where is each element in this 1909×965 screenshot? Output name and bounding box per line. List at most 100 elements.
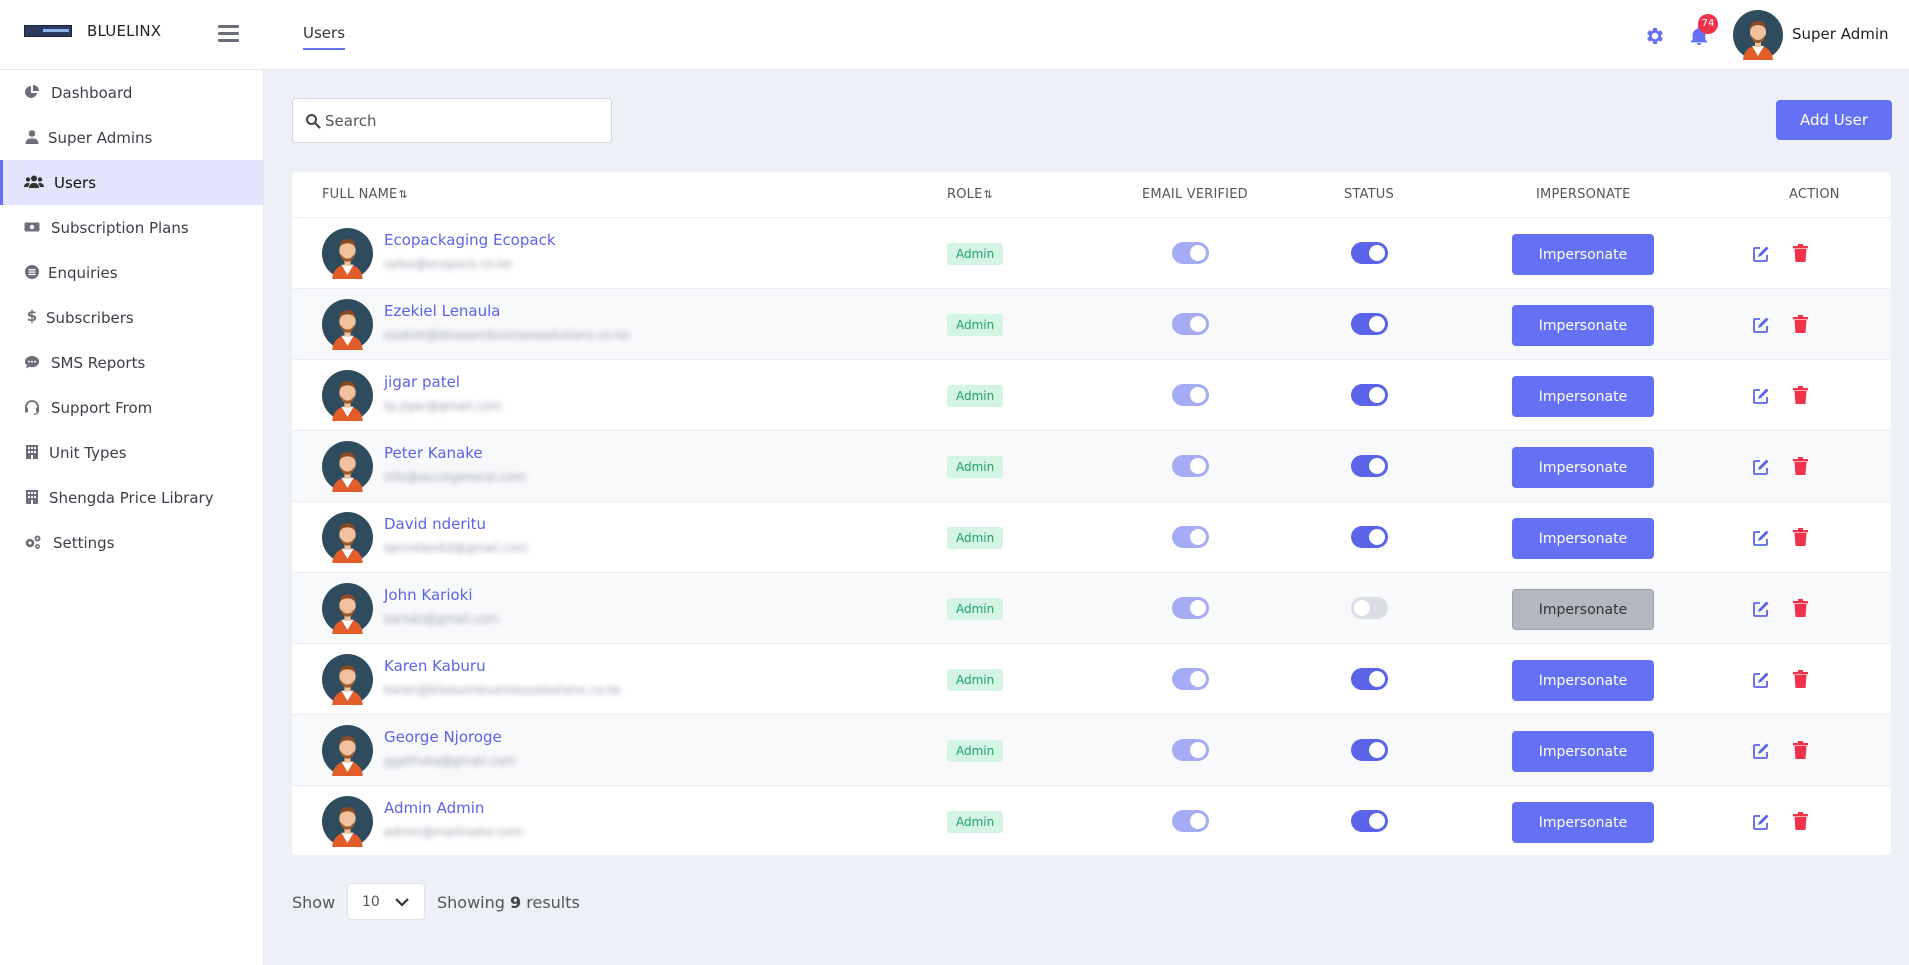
delete-icon[interactable]: [1793, 741, 1808, 759]
impersonate-button[interactable]: Impersonate: [1512, 234, 1654, 275]
status-toggle[interactable]: [1351, 242, 1388, 264]
brand-logo: [24, 25, 72, 37]
edit-icon[interactable]: [1752, 671, 1770, 689]
top-header: BLUELINX Users 74 Super Admin: [0, 0, 1909, 70]
impersonate-button[interactable]: Impersonate: [1512, 376, 1654, 417]
user-email: ggathuka@gmail.com: [384, 754, 516, 768]
edit-icon[interactable]: [1752, 245, 1770, 263]
column-header-role[interactable]: ROLE⇅: [947, 172, 993, 217]
user-email: admin@mailinator.com: [384, 825, 523, 839]
brand[interactable]: BLUELINX: [24, 22, 161, 40]
user-name-link[interactable]: Ecopackaging Ecopack: [384, 231, 556, 249]
brand-name: BLUELINX: [87, 22, 162, 40]
sidebar-item-sms-reports[interactable]: SMS Reports: [0, 340, 264, 385]
header-user-name[interactable]: Super Admin: [1792, 25, 1889, 43]
delete-icon[interactable]: [1793, 315, 1808, 333]
user-name-link[interactable]: George Njoroge: [384, 728, 502, 746]
search-input[interactable]: [325, 99, 605, 142]
hamburger-menu-icon[interactable]: [218, 25, 239, 43]
status-toggle[interactable]: [1351, 313, 1388, 335]
status-toggle[interactable]: [1351, 526, 1388, 548]
notification-badge: 74: [1698, 14, 1718, 34]
status-toggle[interactable]: [1351, 597, 1388, 619]
delete-icon[interactable]: [1793, 599, 1808, 617]
sidebar-item-subscription-plans[interactable]: Subscription Plans: [0, 205, 264, 250]
status-toggle[interactable]: [1351, 668, 1388, 690]
avatar: [322, 583, 373, 634]
sidebar-item-enquiries[interactable]: Enquiries: [0, 250, 264, 295]
sidebar-item-super-admins[interactable]: Super Admins: [0, 115, 264, 160]
email-verified-toggle[interactable]: [1172, 810, 1209, 832]
user-name-link[interactable]: Admin Admin: [384, 799, 485, 817]
email-verified-toggle[interactable]: [1172, 313, 1209, 335]
edit-icon[interactable]: [1752, 813, 1770, 831]
user-name-link[interactable]: jigar patel: [384, 373, 460, 391]
add-user-button[interactable]: Add User: [1776, 100, 1892, 140]
email-verified-toggle[interactable]: [1172, 668, 1209, 690]
headset-icon: [25, 400, 39, 415]
role-badge: Admin: [947, 811, 1004, 833]
edit-icon[interactable]: [1752, 742, 1770, 760]
email-verified-toggle[interactable]: [1172, 384, 1209, 406]
email-verified-toggle[interactable]: [1172, 242, 1209, 264]
column-header-label: FULL NAME: [322, 187, 398, 202]
impersonate-button[interactable]: Impersonate: [1512, 802, 1654, 843]
delete-icon[interactable]: [1793, 670, 1808, 688]
user-name-link[interactable]: Ezekiel Lenaula: [384, 302, 501, 320]
sidebar-item-dashboard[interactable]: Dashboard: [0, 70, 264, 115]
sidebar-item-shengda-price-library[interactable]: Shengda Price Library: [0, 475, 264, 520]
sidebar-item-support-from[interactable]: Support From: [0, 385, 264, 430]
sidebar-item-label: Unit Types: [49, 443, 127, 462]
edit-icon[interactable]: [1752, 458, 1770, 476]
impersonate-button[interactable]: Impersonate: [1512, 589, 1654, 630]
impersonate-button[interactable]: Impersonate: [1512, 731, 1654, 772]
gear-icon[interactable]: [1644, 25, 1666, 47]
email-verified-toggle[interactable]: [1172, 739, 1209, 761]
edit-icon[interactable]: [1752, 387, 1770, 405]
per-page-select[interactable]: 10: [347, 883, 425, 920]
sidebar: Dashboard Super Admins Users Subscriptio…: [0, 70, 264, 965]
email-verified-toggle[interactable]: [1172, 597, 1209, 619]
impersonate-button[interactable]: Impersonate: [1512, 518, 1654, 559]
per-page-value: 10: [362, 894, 380, 910]
user-name-link[interactable]: John Karioki: [384, 586, 473, 604]
avatar: [322, 654, 373, 705]
sort-icon[interactable]: ⇅: [398, 188, 408, 201]
status-toggle[interactable]: [1351, 455, 1388, 477]
sort-icon[interactable]: ⇅: [983, 188, 993, 201]
impersonate-button[interactable]: Impersonate: [1512, 660, 1654, 701]
edit-icon[interactable]: [1752, 600, 1770, 618]
table-row: Admin Admin admin@mailinator.com Admin Impe…: [292, 785, 1891, 856]
delete-icon[interactable]: [1793, 457, 1808, 475]
user-name-link[interactable]: Karen Kaburu: [384, 657, 486, 675]
role-badge: Admin: [947, 669, 1004, 691]
email-verified-toggle[interactable]: [1172, 455, 1209, 477]
impersonate-button[interactable]: Impersonate: [1512, 305, 1654, 346]
column-header-full-name[interactable]: FULL NAME⇅: [322, 172, 408, 217]
email-verified-toggle[interactable]: [1172, 526, 1209, 548]
sidebar-item-unit-types[interactable]: Unit Types: [0, 430, 264, 475]
edit-icon[interactable]: [1752, 529, 1770, 547]
delete-icon[interactable]: [1793, 812, 1808, 830]
delete-icon[interactable]: [1793, 244, 1808, 262]
impersonate-button[interactable]: Impersonate: [1512, 447, 1654, 488]
sidebar-item-users[interactable]: Users: [0, 160, 264, 205]
sidebar-item-subscribers[interactable]: $ Subscribers: [0, 295, 264, 340]
search-box[interactable]: [292, 98, 612, 143]
delete-icon[interactable]: [1793, 528, 1808, 546]
user-avatar[interactable]: [1733, 10, 1783, 60]
status-toggle[interactable]: [1351, 384, 1388, 406]
edit-icon[interactable]: [1752, 316, 1770, 334]
delete-icon[interactable]: [1793, 386, 1808, 404]
status-toggle[interactable]: [1351, 739, 1388, 761]
user-name-link[interactable]: Peter Kanake: [384, 444, 483, 462]
status-toggle[interactable]: [1351, 810, 1388, 832]
results-summary-suffix: results: [526, 893, 580, 912]
sidebar-item-label: Subscription Plans: [51, 218, 189, 237]
sidebar-item-label: Enquiries: [48, 263, 118, 282]
header-tab-users[interactable]: Users: [303, 24, 346, 50]
list-circle-icon: [25, 265, 39, 279]
table-row: John Karioki karioki@gmail.com Admin Impers…: [292, 572, 1891, 643]
sidebar-item-settings[interactable]: Settings: [0, 520, 264, 565]
user-name-link[interactable]: David nderitu: [384, 515, 487, 533]
